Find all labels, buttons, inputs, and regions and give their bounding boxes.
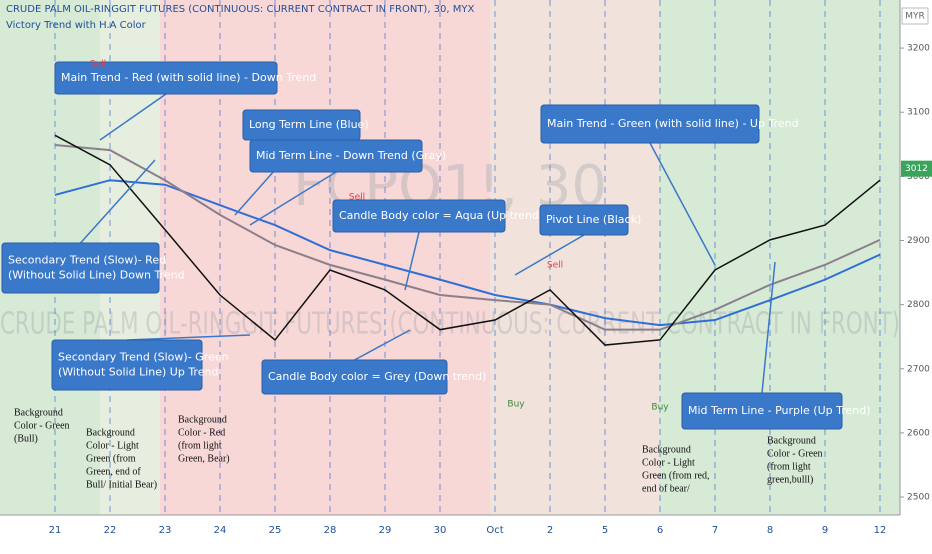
series-line [54, 134, 881, 346]
callout-text: Secondary Trend (Slow)- Red [8, 254, 166, 267]
y-tick-label: 2700 [907, 364, 930, 374]
callout-arrow [761, 261, 776, 394]
callout-text: Mid Term Line - Down Trend (Gray) [256, 149, 446, 162]
y-tick-label: 3000 [907, 172, 930, 182]
background-note: Color - Light [642, 457, 695, 468]
callout-arrow [649, 142, 716, 266]
background-note: green,bulll) [767, 474, 813, 485]
chart-subtitle: Victory Trend with H.A Color [6, 20, 147, 31]
currency[interactable]: MYR [905, 12, 925, 22]
x-tick-label: 5 [602, 525, 608, 536]
x-tick-label: Oct [486, 525, 503, 536]
callout-text: Pivot Line (Black) [546, 213, 641, 226]
background-note: Color - Light [86, 440, 139, 451]
callout-box [249, 139, 423, 173]
callout-box [540, 104, 760, 144]
y-tick-label: 2500 [907, 493, 930, 503]
callout-text: Long Term Line (Blue) [249, 118, 369, 131]
callout-arrow [126, 334, 251, 341]
x-tick-label: 30 [434, 525, 447, 536]
background-note: (from light [767, 461, 811, 472]
background-note: (from light [178, 440, 222, 451]
last-price: 3012 [905, 164, 928, 174]
signal-label: Sell [547, 261, 563, 271]
callout-box [539, 204, 629, 236]
callout-text: Candle Body color = Grey (Down trend) [268, 370, 486, 383]
last-price-box [901, 160, 932, 177]
x-tick-label: 2 [547, 525, 553, 536]
series-line [54, 143, 881, 331]
x-tick-label: 29 [379, 525, 392, 536]
x-tick-label: 9 [822, 525, 828, 536]
background-note: Green, end of [86, 466, 141, 477]
background-note: Color - Red [178, 427, 225, 438]
signal-label: Sell [349, 193, 365, 203]
watermark-long: CRUDE PALM OIL-RINGGIT FUTURES (CONTINUO… [0, 307, 900, 342]
callout-box [1, 242, 160, 294]
background-note: (Bull) [14, 433, 38, 444]
callout-arrow [354, 329, 411, 361]
currency-box[interactable] [901, 7, 929, 25]
callout-text: Secondary Trend (Slow)- Green [58, 351, 229, 364]
callout-box [261, 359, 448, 395]
signal-label: Buy [651, 403, 669, 413]
callout-box [51, 339, 203, 391]
callout-box [54, 61, 278, 95]
x-tick-label: 12 [874, 525, 887, 536]
x-tick-label: 21 [49, 525, 62, 536]
background-note: Green (from red, [642, 470, 709, 481]
signal-label: Sell [90, 60, 106, 70]
series-line [54, 179, 881, 327]
background-note: Color - Green [767, 448, 823, 459]
x-tick-label: 8 [767, 525, 773, 536]
x-tick-label: 7 [712, 525, 718, 536]
background-note: Background [767, 435, 816, 446]
callout-arrow [99, 93, 167, 141]
background-note: Green (from [86, 453, 136, 464]
background-note: Background [14, 407, 63, 418]
y-tick-label: 3100 [907, 108, 930, 118]
background-note: Background [86, 427, 135, 438]
y-tick-label: 2800 [907, 300, 930, 310]
x-tick-label: 24 [214, 525, 227, 536]
callout-arrow [79, 159, 156, 244]
x-tick-label: 6 [657, 525, 663, 536]
background-note: Bull/ Initial Bear) [86, 479, 157, 490]
callout-arrow [249, 171, 337, 226]
y-tick-label: 3200 [907, 44, 930, 54]
y-tick-label: 2600 [907, 428, 930, 438]
bg-light-bear [490, 0, 660, 515]
callout-text: Main Trend - Red (with solid line) - Dow… [61, 71, 316, 84]
background-note: end of bear/ [642, 483, 690, 494]
signal-label: Buy [507, 400, 525, 410]
callout-text: Main Trend - Green (with solid line) - U… [547, 117, 799, 130]
chart-title: CRUDE PALM OIL-RINGGIT FUTURES (CONTINUO… [6, 4, 475, 15]
y-tick-label: 2900 [907, 236, 930, 246]
callout-box [332, 199, 506, 233]
callout-arrow [404, 231, 420, 291]
background-note: Background [178, 414, 227, 425]
background-note: Background [642, 444, 691, 455]
x-tick-label: 28 [324, 525, 337, 536]
y-axis-area [900, 0, 932, 550]
callout-text: (Without Solid Line) Down Trend [8, 269, 185, 282]
x-tick-label: 25 [269, 525, 282, 536]
callout-box [681, 392, 843, 430]
callout-arrow [514, 234, 585, 276]
callout-text: Mid Term Line - Purple (Up Trend) [688, 404, 871, 417]
x-tick-label: 23 [159, 525, 172, 536]
x-tick-label: 22 [104, 525, 117, 536]
background-note: Green, Bear) [178, 453, 230, 464]
background-note: Color - Green [14, 420, 70, 431]
callout-text: Candle Body color = Aqua (Up trend) [339, 209, 543, 222]
callout-text: (Without Solid Line) Up Trend [58, 366, 218, 379]
